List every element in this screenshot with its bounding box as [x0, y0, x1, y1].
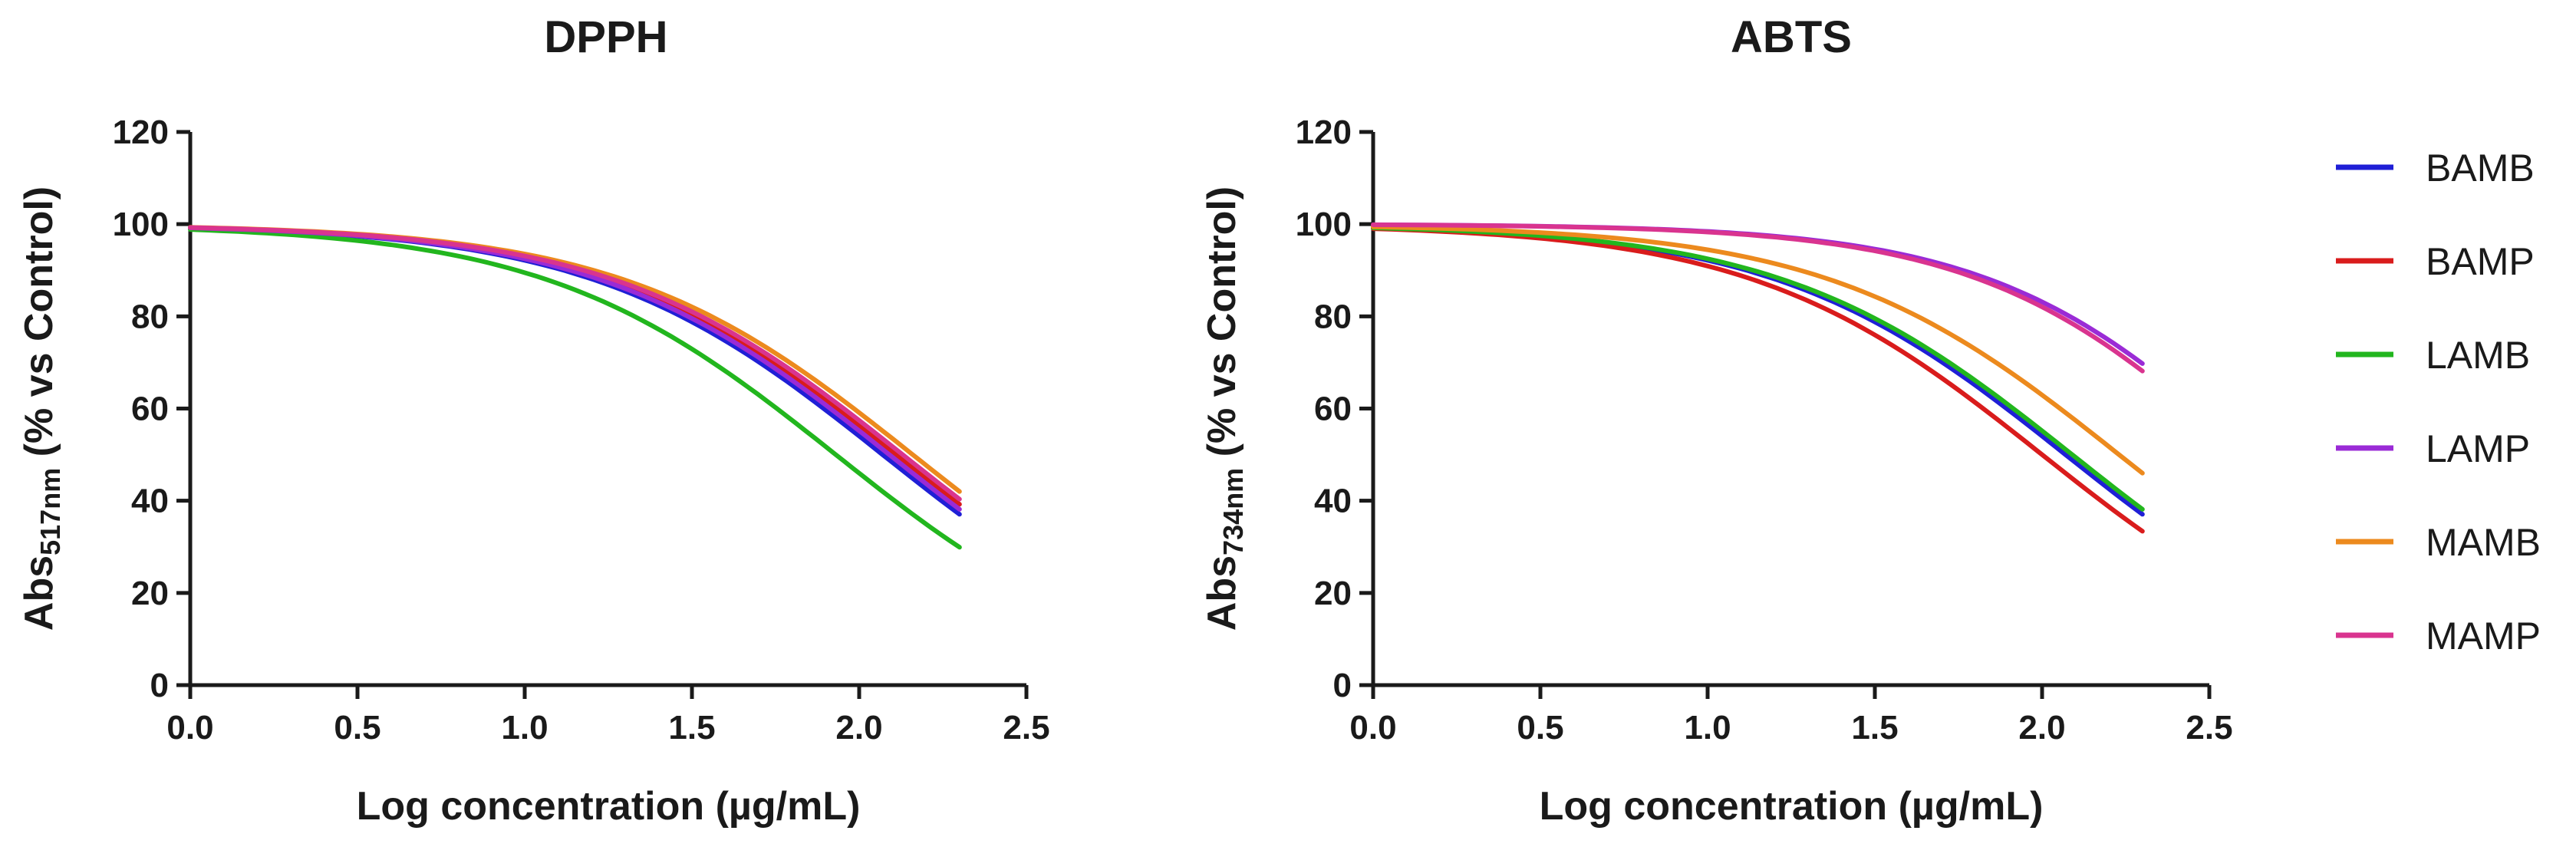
- series-line-lamp: [1371, 222, 2145, 366]
- x-tick-label: 2.0: [2018, 709, 2065, 746]
- legend-label-lamp: LAMP: [2426, 427, 2530, 470]
- series-line-lamb: [1371, 226, 2145, 512]
- legend-label-bamb: BAMB: [2426, 147, 2535, 190]
- legend-label-bamp: BAMP: [2426, 240, 2535, 283]
- y-axis-label-suffix: (% vs Control): [1200, 186, 1244, 468]
- y-tick-label: 100: [113, 206, 169, 243]
- series-line-mamp: [1371, 222, 2145, 374]
- x-tick-label: 0.5: [334, 709, 380, 746]
- y-tick-label: 40: [1314, 483, 1352, 520]
- dpph-chart: DPPH 0 20 40 60 80 100 120 0.0 0.5 1.0 1.5 2.0 2.5 Log…: [17, 12, 1050, 829]
- abts-chart: ABTS 0 20 40 60 80 100 120 0.0 0.5 1.0 1.5 2.0 2.5 Log…: [1200, 12, 2233, 829]
- x-axis-label: Log concentration (µg/mL): [357, 784, 861, 829]
- y-tick-label: 80: [131, 298, 169, 335]
- x-tick-label: 0.0: [1349, 709, 1396, 746]
- x-tick-label: 2.5: [1003, 709, 1049, 746]
- series-line-lamb: [188, 227, 962, 550]
- y-tick-label: 20: [1314, 575, 1352, 612]
- y-axis-label: Abs734nm (% vs Control): [1200, 186, 1249, 631]
- series-line-mamp: [188, 225, 962, 502]
- x-tick-label: 0.5: [1517, 709, 1563, 746]
- x-tick-label: 1.0: [501, 709, 548, 746]
- y-tick-label: 60: [1314, 391, 1352, 428]
- y-tick-label: 40: [131, 483, 169, 520]
- y-tick-label: 120: [1296, 114, 1352, 151]
- series-line-mamb: [1371, 224, 2145, 476]
- x-tick-label: 1.5: [1851, 709, 1898, 746]
- x-tick-label: 2.0: [835, 709, 882, 746]
- y-axis-label-main: Abs: [1200, 555, 1244, 631]
- x-tick-label: 0.0: [166, 709, 213, 746]
- chart-title: ABTS: [1731, 12, 1852, 62]
- chart-title: DPPH: [544, 12, 667, 62]
- y-tick-label: 100: [1296, 206, 1352, 243]
- y-tick-label: 0: [150, 667, 169, 704]
- y-axis-label-subscript: 517nm: [35, 468, 66, 555]
- y-axis-label-main: Abs: [17, 555, 61, 631]
- legend-label-mamp: MAMP: [2426, 615, 2541, 657]
- y-axis-label-subscript: 734nm: [1217, 468, 1249, 555]
- x-axis-label: Log concentration (µg/mL): [1540, 784, 2044, 829]
- x-tick-label: 1.5: [668, 709, 715, 746]
- y-tick-label: 60: [131, 391, 169, 428]
- y-tick-label: 0: [1333, 667, 1352, 704]
- x-tick-label: 2.5: [2186, 709, 2232, 746]
- legend-label-lamb: LAMB: [2426, 334, 2530, 377]
- y-axis-label: Abs517nm (% vs Control): [17, 186, 66, 631]
- y-tick-label: 80: [1314, 298, 1352, 335]
- legend: BAMB BAMP LAMB LAMP MAMB MAMP: [2336, 147, 2541, 657]
- legend-label-mamb: MAMB: [2426, 521, 2541, 564]
- y-tick-label: 20: [131, 575, 169, 612]
- x-tick-label: 1.0: [1684, 709, 1731, 746]
- y-tick-label: 120: [113, 114, 169, 151]
- y-axis-label-suffix: (% vs Control): [17, 186, 61, 468]
